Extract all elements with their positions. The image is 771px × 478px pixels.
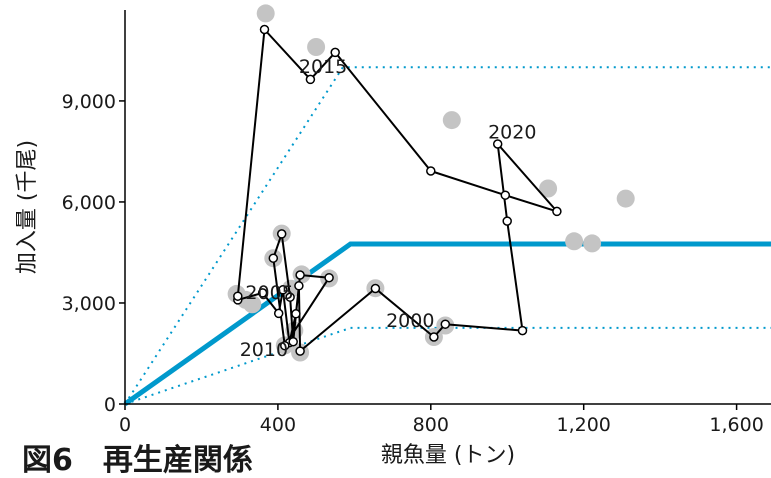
year-label: 2000 [386,310,434,332]
trajectory-line [236,28,558,353]
trajectory-point [429,332,439,342]
x-tick-label: 1,600 [709,414,763,436]
trajectory-point [517,325,528,336]
fit-upper-dotted-line [124,66,771,405]
year-label: 2005 [245,282,293,304]
fit-main-line [123,241,771,407]
trajectory-point [330,47,340,58]
year-label: 2010 [240,339,288,361]
x-tick-label: 400 [260,414,296,436]
fit-lower-dotted-line [124,326,771,405]
x-tick-label: 1,200 [556,414,610,436]
trajectory-point [294,281,304,291]
trajectory-point [370,283,381,294]
gray-point [565,232,584,251]
gray-point [307,38,326,56]
trajectory-point [500,190,511,200]
gray-point [616,189,635,208]
tick-labels: 0 400 800 1,200 1,600 0 3,000 6,000 9,000 [62,91,764,436]
trajectory-point [440,319,451,329]
trajectory-point [280,340,290,351]
y-tick-label: 6,000 [62,192,116,214]
trajectory-point [291,309,301,319]
year-label: 2020 [488,121,536,143]
trajectory-point [273,308,284,319]
trajectory-point [492,139,503,149]
fit-lines [123,66,771,407]
figure-caption: 図6 再生産関係 [22,443,253,478]
gray-point [583,234,602,253]
trajectory-point [502,216,512,226]
year-label: 2015 [299,56,347,78]
gray-point [442,111,461,130]
trajectory-point [259,24,270,35]
trajectory-point [268,253,279,263]
trajectory-point [288,336,298,347]
trajectory-point [305,74,316,85]
trajectory-point [278,285,288,295]
trajectory-point [285,292,295,302]
gray-point [243,295,262,314]
trajectory-point [233,291,243,301]
y-tick-label: 0 [104,394,116,416]
x-tick-label: 800 [413,414,449,436]
trajectory-point [426,166,436,176]
trajectory-point [324,272,334,283]
year-labels: 2005 2010 2000 2015 2020 [240,56,537,361]
trajectory-point [295,270,305,280]
y-axis-title: 加入量 (千尾) [15,140,40,274]
trajectory [233,24,562,356]
trajectory-point [276,229,287,239]
trajectory-point [552,206,562,217]
trajectory-point [257,288,268,298]
y-tick-label: 3,000 [62,293,116,315]
gray-point [539,179,558,198]
y-tick-label: 9,000 [62,91,116,113]
gray-points [227,4,635,362]
trajectory-point [295,346,305,356]
x-tick-label: 0 [119,414,131,436]
gray-point [256,4,275,23]
x-axis-title: 親魚量 (トン) [381,443,515,468]
axes [119,10,771,410]
